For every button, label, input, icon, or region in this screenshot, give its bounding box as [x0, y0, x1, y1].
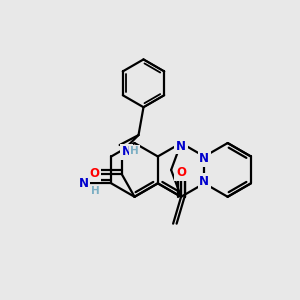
Text: H: H [91, 186, 100, 196]
Text: H: H [130, 146, 139, 156]
Text: N: N [200, 152, 209, 165]
Text: N: N [122, 146, 132, 158]
Text: O: O [176, 167, 186, 179]
Text: O: O [90, 167, 100, 180]
Text: N: N [200, 175, 209, 188]
Text: N: N [176, 140, 186, 152]
Text: N: N [78, 177, 88, 190]
